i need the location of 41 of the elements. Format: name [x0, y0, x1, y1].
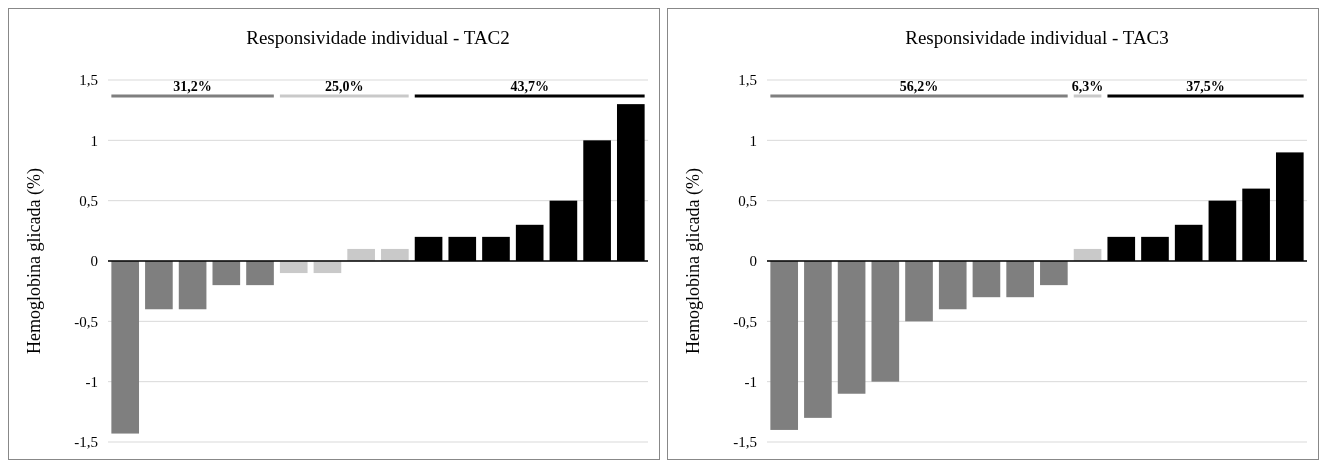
bar: [246, 261, 274, 286]
bar: [279, 261, 308, 274]
bar: [212, 261, 241, 286]
bar: [938, 261, 967, 310]
y-tick-label: 1: [90, 132, 98, 149]
annotation: 25,0%: [325, 79, 364, 94]
y-tick-label: -1: [744, 373, 757, 390]
y-tick-label: -0,5: [74, 313, 98, 330]
y-tick-label: 0: [749, 253, 757, 270]
y-tick-label: -0,5: [733, 313, 757, 330]
bar: [837, 261, 866, 394]
y-tick-label: -1,5: [733, 434, 757, 451]
y-tick-label: -1,5: [74, 434, 98, 451]
y-tick-label: 1: [749, 132, 757, 149]
y-axis-title: Hemoglobina glicada (%): [683, 168, 704, 354]
bar: [1006, 261, 1034, 298]
bar: [770, 261, 799, 430]
bar: [905, 261, 933, 322]
bar: [347, 248, 375, 261]
annotation: 56,2%: [899, 79, 939, 94]
y-axis-title: Hemoglobina glicada (%): [24, 168, 45, 354]
y-tick-label: 0,5: [738, 192, 757, 209]
bar: [145, 261, 173, 310]
annotation: 43,7%: [510, 79, 549, 94]
y-tick-label: 0: [90, 253, 98, 270]
chart-title: Responsividade individual - TAC3: [905, 27, 1169, 48]
annotation: 37,5%: [1186, 79, 1225, 94]
bar: [1040, 261, 1068, 286]
bar: [804, 261, 832, 418]
annotation: 31,2%: [173, 79, 212, 94]
y-tick-label: -1: [85, 373, 98, 390]
bar: [111, 261, 140, 434]
y-tick-label: 1,5: [79, 72, 98, 89]
bar: [871, 261, 900, 382]
bar: [381, 248, 409, 261]
chart-title: Responsividade individual - TAC2: [246, 27, 510, 48]
bar: [178, 261, 207, 310]
bar: [972, 261, 1001, 298]
annotation: 6,3%: [1071, 79, 1104, 94]
y-tick-label: 1,5: [738, 72, 757, 89]
y-tick-label: 0,5: [79, 192, 98, 209]
